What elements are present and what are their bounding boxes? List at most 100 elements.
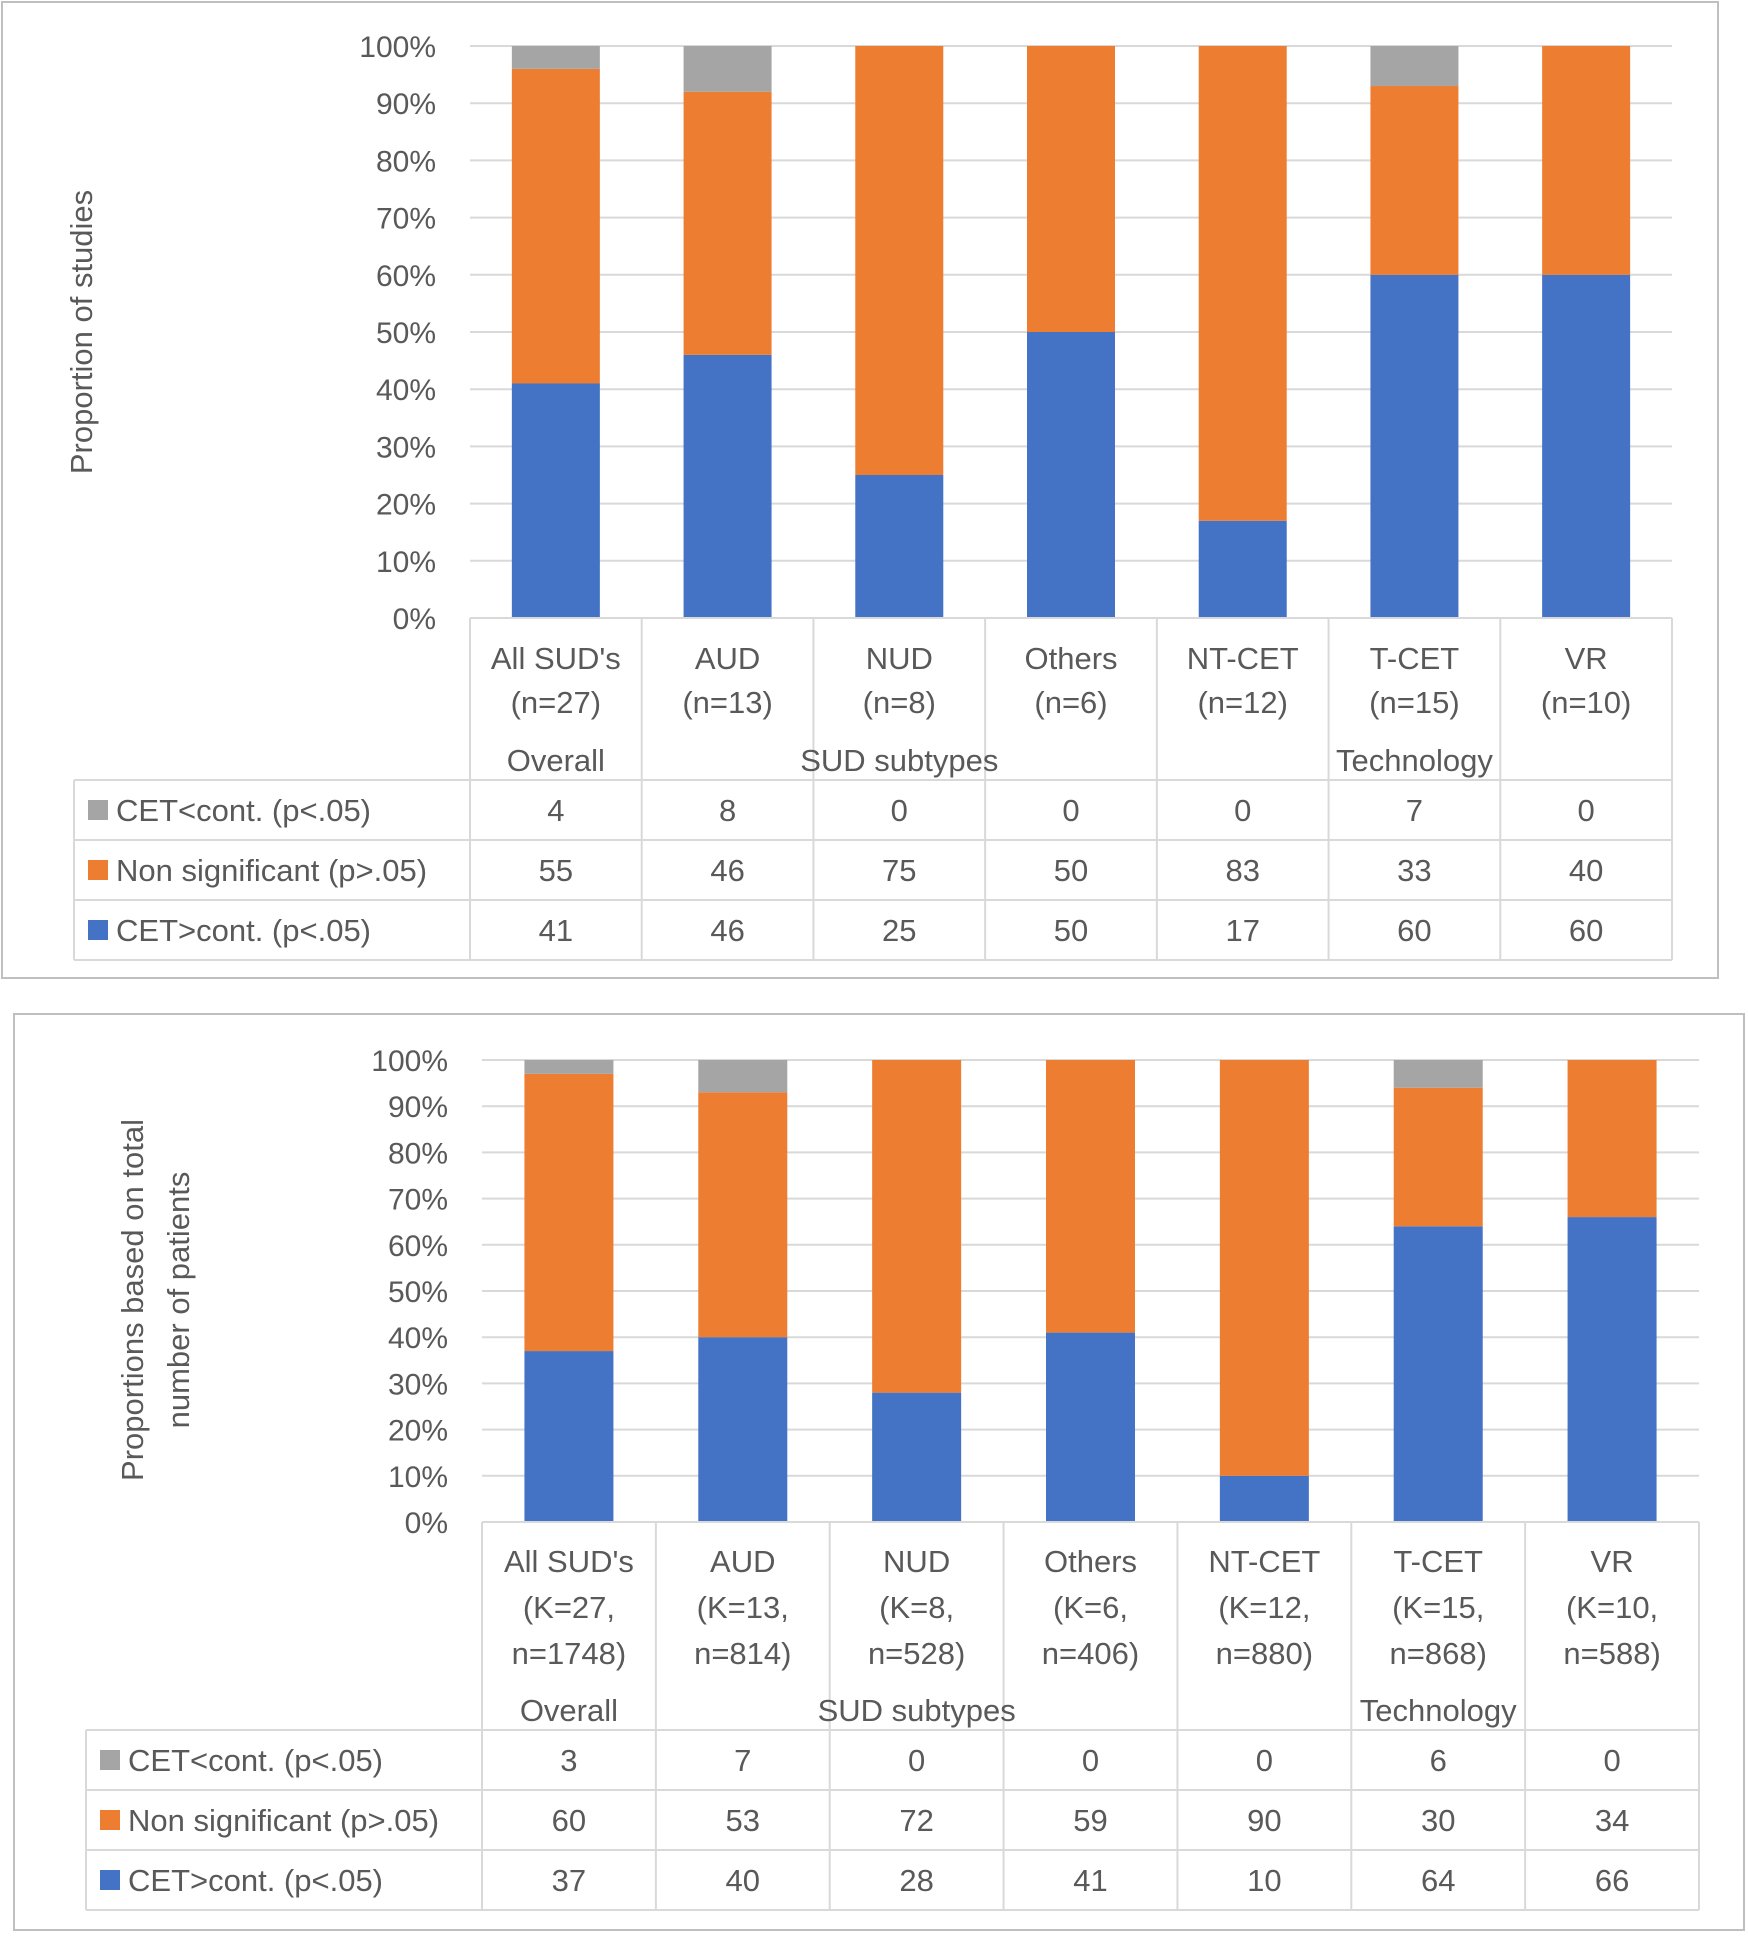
data-label: 0 [891, 793, 908, 828]
bar-cet-better-4 [1219, 1475, 1309, 1522]
category-label: n=868) [1390, 1636, 1487, 1671]
data-label: 66 [1595, 1863, 1629, 1898]
category-label: (n=12) [1197, 685, 1287, 720]
bar-cet-better-4 [1198, 520, 1287, 618]
bar-cet-better-1 [698, 1337, 788, 1522]
bar-cet-better-5 [1393, 1226, 1483, 1522]
category-label: (K=13, [697, 1590, 789, 1625]
data-label: 0 [1062, 793, 1079, 828]
category-label: (K=6, [1053, 1590, 1128, 1625]
data-label: 37 [552, 1863, 586, 1898]
data-label: 53 [726, 1803, 760, 1838]
bar-cet-worse-1 [698, 1060, 788, 1093]
category-label: NUD [866, 641, 933, 676]
y-tick-label: 10% [388, 1461, 448, 1494]
legend-label: Non significant (p>.05) [116, 853, 427, 888]
data-label: 0 [908, 1743, 925, 1778]
group-label: Technology [1336, 743, 1493, 778]
y-tick-label: 30% [376, 431, 436, 464]
data-label: 17 [1225, 913, 1259, 948]
bar-cet-better-2 [855, 475, 944, 618]
bar-cet-better-1 [683, 354, 772, 618]
data-label: 25 [882, 913, 916, 948]
bar-cet-better-0 [524, 1351, 614, 1522]
bar-cet-worse-1 [683, 46, 772, 92]
legend-label: CET>cont. (p<.05) [116, 913, 371, 948]
data-label: 72 [899, 1803, 933, 1838]
y-tick-label: 90% [388, 1091, 448, 1124]
bar-cet-better-6 [1542, 274, 1631, 618]
category-label: T-CET [1393, 1544, 1483, 1579]
legend-swatch-non-significant [88, 860, 108, 880]
category-label: n=528) [868, 1636, 965, 1671]
chart-2: 0% 10% 20% 30% 40% 50% 60% 70% 80% 90% 100% Proport… [13, 1013, 1745, 1931]
legend-label: CET<cont. (p<.05) [128, 1743, 383, 1778]
bar-non-significant-0 [511, 68, 600, 384]
data-label: 55 [539, 853, 573, 888]
y-tick-label: 20% [376, 489, 436, 522]
category-label: NT-CET [1208, 1544, 1320, 1579]
data-label: 46 [710, 853, 744, 888]
bar-cet-better-2 [872, 1392, 962, 1522]
bar-non-significant-2 [855, 46, 944, 475]
category-label: (n=15) [1369, 685, 1459, 720]
y-axis-label: Proportion of studies [64, 190, 99, 474]
y-tick-label: 100% [359, 31, 436, 64]
bar-cet-better-3 [1046, 1332, 1135, 1522]
data-label: 0 [1234, 793, 1251, 828]
y-tick-label: 90% [376, 88, 436, 121]
data-label: 46 [710, 913, 744, 948]
data-label: 60 [1397, 913, 1431, 948]
legend-label: CET>cont. (p<.05) [128, 1863, 383, 1898]
y-tick-label: 80% [388, 1137, 448, 1170]
y-tick-label: 30% [388, 1368, 448, 1401]
category-label: T-CET [1370, 641, 1460, 676]
y-tick-label: 70% [388, 1184, 448, 1217]
chart-1: 0% 10% 20% 30% 40% 50% 60% 70% 80% 90% 100% Proport… [1, 1, 1719, 979]
data-label: 83 [1225, 853, 1259, 888]
data-label: 40 [1569, 853, 1603, 888]
y-tick-label: 50% [388, 1276, 448, 1309]
bar-non-significant-1 [683, 91, 772, 355]
category-label: (K=27, [523, 1590, 615, 1625]
category-label: (K=8, [879, 1590, 954, 1625]
data-label: 90 [1247, 1803, 1281, 1838]
legend-swatch-cet-worse [88, 800, 108, 820]
y-tick-label: 50% [376, 317, 436, 350]
data-label: 10 [1247, 1863, 1281, 1898]
data-label: 0 [1082, 1743, 1099, 1778]
data-label: 60 [552, 1803, 586, 1838]
category-label: NT-CET [1187, 641, 1299, 676]
category-label: VR [1565, 641, 1608, 676]
data-label: 7 [734, 1743, 751, 1778]
category-label: Others [1044, 1544, 1137, 1579]
data-label: 8 [719, 793, 736, 828]
y-axis-label: number of patients [161, 1172, 196, 1429]
y-tick-label: 100% [371, 1045, 448, 1078]
category-label: (K=10, [1566, 1590, 1658, 1625]
bar-non-significant-3 [1046, 1060, 1135, 1333]
data-label: 41 [539, 913, 573, 948]
data-label: 3 [560, 1743, 577, 1778]
legend-swatch-cet-worse [100, 1750, 120, 1770]
y-tick-label: 20% [388, 1415, 448, 1448]
group-label: SUD subtypes [800, 743, 998, 778]
category-label: n=588) [1563, 1636, 1660, 1671]
data-label: 34 [1595, 1803, 1629, 1838]
category-label: NUD [883, 1544, 950, 1579]
bar-non-significant-6 [1567, 1060, 1657, 1218]
data-label: 0 [1603, 1743, 1620, 1778]
chart-frame [1, 1, 1719, 979]
category-label: (n=13) [682, 685, 772, 720]
group-label: Overall [520, 1693, 618, 1728]
category-label: (n=8) [863, 685, 936, 720]
legend-swatch-non-significant [100, 1810, 120, 1830]
group-label: Technology [1360, 1693, 1517, 1728]
bar-cet-better-3 [1027, 332, 1115, 618]
category-label: VR [1591, 1544, 1634, 1579]
category-label: Others [1024, 641, 1117, 676]
category-label: (K=15, [1392, 1590, 1484, 1625]
category-label: n=880) [1216, 1636, 1313, 1671]
legend-swatch-cet-better [88, 920, 108, 940]
